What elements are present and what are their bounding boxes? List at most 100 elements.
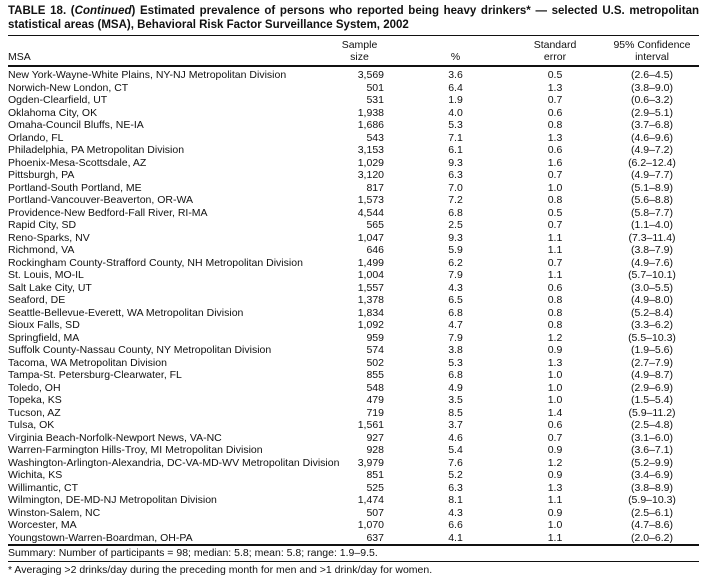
sample-size-cell: 637 [366,531,384,544]
msa-cell: Rockingham County-Strafford County, NH M… [8,256,303,269]
percent-cell: 9.3 [448,156,463,169]
standard-error-cell: 0.7 [547,431,563,444]
percent-cell: 5.4 [448,444,463,456]
table-row: Toledo, OH 548 4.9 1.0 (2.9–6.9) [8,382,699,395]
confidence-interval-cell: (2.9–6.9) [630,381,674,394]
table-title-suffix: ) Estimated prevalence of persons who re… [8,5,699,31]
table-title: TABLE 18. (Continued) Estimated prevalen… [8,5,699,36]
sample-size-cell: 548 [366,381,384,394]
col-header-sample-size: Sample size [313,36,406,67]
percent-cell: 9.3 [448,231,463,244]
table-title-prefix: TABLE 18. ( [8,5,75,17]
confidence-interval-cell: (4.9–7.2) [630,144,674,156]
standard-error-cell: 0.5 [547,69,563,81]
confidence-interval-cell: (2.7–7.9) [630,356,674,369]
percent-cell: 6.3 [448,481,463,494]
standard-error-cell: 1.2 [547,456,563,469]
percent-cell: 6.4 [448,81,463,94]
sample-size-cell: 479 [366,394,384,406]
percent-cell: 5.3 [448,356,463,369]
sample-size-cell: 1,070 [357,519,384,531]
percent-cell: 7.0 [448,181,463,194]
msa-cell: Suffolk County-Nassau County, NY Metropo… [8,344,272,356]
standard-error-cell: 1.1 [547,531,563,544]
percent-cell: 7.9 [448,331,463,344]
msa-cell: Omaha-Council Bluffs, NE-IA [8,119,144,131]
percent-cell: 3.5 [448,394,463,406]
standard-error-cell: 1.3 [547,81,563,94]
percent-cell: 4.3 [448,281,463,294]
sample-size-cell: 1,686 [357,119,384,131]
sample-size-cell: 3,153 [357,144,384,156]
header-row: MSA Sample size % Standard error 95% Con… [8,36,699,67]
standard-error-cell: 1.3 [547,131,563,144]
percent-cell: 4.7 [448,319,463,331]
table-row: Seaford, DE 1,378 6.5 0.8 (4.9–8.0) [8,294,699,307]
confidence-interval-cell: (3.8–7.9) [630,244,674,256]
prevalence-table: MSA Sample size % Standard error 95% Con… [8,36,699,546]
table-row: Rapid City, SD 565 2.5 0.7 (1.1–4.0) [8,219,699,232]
percent-cell: 8.1 [448,494,463,506]
confidence-interval-cell: (5.2–9.9) [630,456,674,469]
table-body: New York-Wayne-White Plains, NY-NJ Metro… [8,66,699,545]
sample-size-cell: 3,979 [357,456,384,469]
table-header: MSA Sample size % Standard error 95% Con… [8,36,699,67]
sample-size-cell: 1,474 [357,494,384,506]
msa-cell: Salt Lake City, UT [8,281,92,294]
confidence-interval-cell: (6.2–12.4) [628,156,676,169]
sample-size-cell: 927 [366,431,384,444]
percent-cell: 3.6 [448,69,463,81]
confidence-interval-cell: (1.1–4.0) [630,219,674,231]
confidence-interval-cell: (3.8–9.0) [630,81,674,94]
msa-cell: Tacoma, WA Metropolitan Division [8,356,167,369]
sample-size-cell: 525 [366,481,384,494]
sample-size-cell: 502 [366,356,384,369]
table-row: Richmond, VA 646 5.9 1.1 (3.8–7.9) [8,244,699,257]
percent-cell: 4.0 [448,106,463,119]
percent-cell: 6.5 [448,294,463,306]
confidence-interval-cell: (4.9–7.7) [630,169,674,181]
sample-size-cell: 719 [366,406,384,419]
confidence-interval-cell: (5.8–7.7) [630,206,674,219]
sample-size-cell: 1,938 [357,106,384,119]
msa-cell: Reno-Sparks, NV [8,231,90,244]
confidence-interval-cell: (3.4–6.9) [630,469,674,481]
msa-cell: New York-Wayne-White Plains, NY-NJ Metro… [8,69,287,81]
percent-cell: 5.3 [448,119,463,131]
sample-size-cell: 928 [366,444,384,456]
msa-cell: St. Louis, MO-IL [8,269,84,281]
table-row: Worcester, MA 1,070 6.6 1.0 (4.7–8.6) [8,519,699,532]
standard-error-cell: 1.0 [547,519,563,531]
confidence-interval-cell: (5.9–10.3) [628,494,676,506]
standard-error-cell: 0.6 [547,144,563,156]
standard-error-cell: 1.3 [547,481,563,494]
percent-cell: 6.8 [448,206,463,219]
standard-error-cell: 0.9 [547,506,563,519]
confidence-interval-cell: (3.1–6.0) [630,431,674,444]
msa-cell: Phoenix-Mesa-Scottsdale, AZ [8,156,147,169]
sample-size-cell: 646 [366,244,384,256]
table-row: Tulsa, OK 1,561 3.7 0.6 (2.5–4.8) [8,419,699,432]
percent-cell: 6.8 [448,306,463,319]
standard-error-cell: 1.0 [547,369,563,381]
standard-error-cell: 1.0 [547,181,563,194]
msa-cell: Ogden-Clearfield, UT [8,94,108,106]
confidence-interval-cell: (1.5–5.4) [630,394,674,406]
standard-error-cell: 1.1 [547,494,563,506]
sample-size-cell: 507 [366,506,384,519]
confidence-interval-cell: (5.9–11.2) [628,406,676,419]
confidence-interval-cell: (2.9–5.1) [630,106,674,119]
table-row: Washington-Arlington-Alexandria, DC-VA-M… [8,457,699,470]
msa-cell: Tampa-St. Petersburg-Clearwater, FL [8,369,182,381]
sample-size-cell: 501 [366,81,384,94]
table-row: Philadelphia, PA Metropolitan Division 3… [8,144,699,157]
standard-error-cell: 1.4 [547,406,563,419]
sample-size-cell: 1,557 [357,281,384,294]
table-row: Pittsburgh, PA 3,120 6.3 0.7 (4.9–7.7) [8,169,699,182]
standard-error-cell: 1.0 [547,381,563,394]
table-row: Topeka, KS 479 3.5 1.0 (1.5–5.4) [8,394,699,407]
sample-size-cell: 565 [366,219,384,231]
table-row: Tacoma, WA Metropolitan Division 502 5.3… [8,357,699,370]
percent-cell: 6.3 [448,169,463,181]
standard-error-cell: 0.7 [547,256,563,269]
